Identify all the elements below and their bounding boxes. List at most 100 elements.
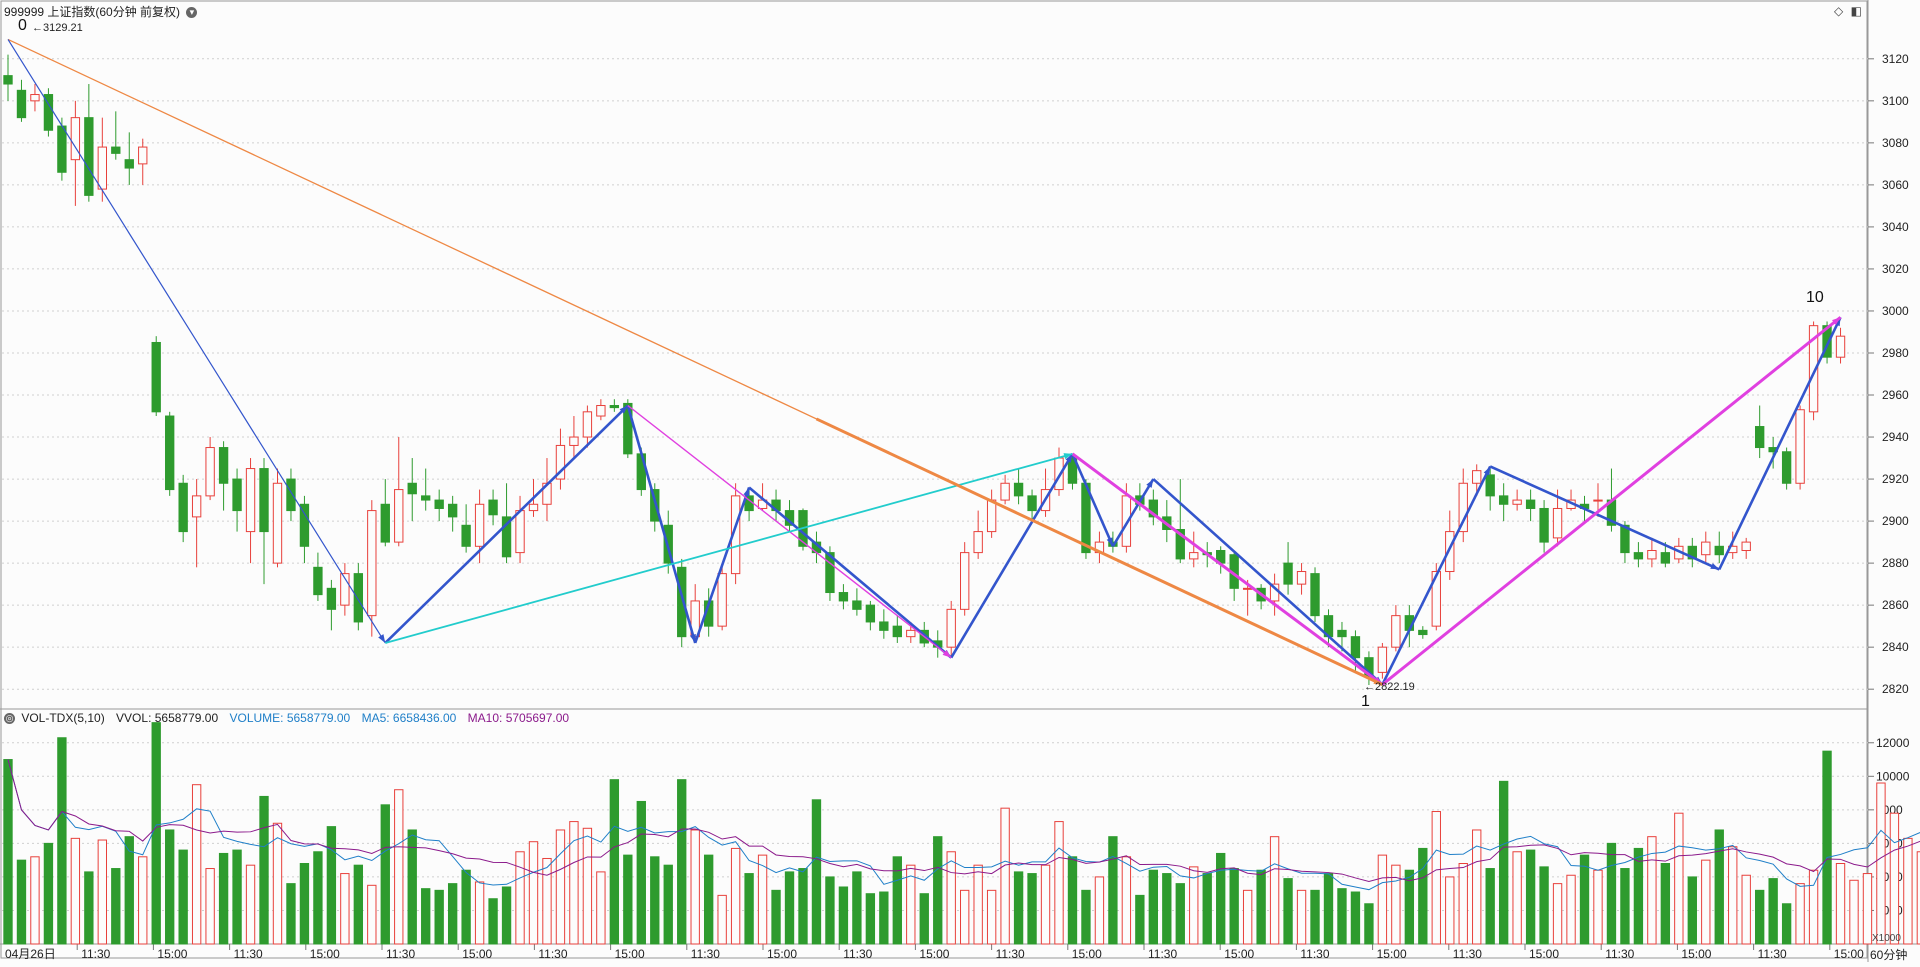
candle-body bbox=[97, 146, 107, 190]
volume-bar bbox=[16, 859, 27, 945]
high-price-label: ←3129.21 bbox=[32, 22, 83, 34]
volume-bar bbox=[744, 873, 754, 945]
candle-body bbox=[1647, 550, 1657, 560]
volume-bar bbox=[461, 869, 471, 945]
volume-bar bbox=[811, 799, 822, 945]
volume-bar bbox=[1539, 866, 1549, 945]
volume-bar bbox=[1040, 864, 1051, 945]
wave-point-1-label: 1 bbox=[1361, 693, 1370, 710]
volume-bar bbox=[165, 829, 175, 945]
volume-bar bbox=[838, 886, 849, 945]
candle-body bbox=[3, 75, 13, 85]
volume-bar bbox=[986, 889, 997, 945]
candle-body bbox=[1337, 629, 1347, 638]
volume-bar bbox=[1418, 847, 1428, 945]
volume-indicator-name[interactable]: VOL-TDX(5,10) bbox=[21, 711, 105, 725]
time-tick-label: 04月26日 bbox=[5, 947, 56, 961]
candle-body bbox=[1755, 426, 1765, 449]
volume-bar bbox=[191, 784, 202, 945]
candle-body bbox=[245, 468, 256, 533]
candle-body bbox=[1822, 325, 1832, 358]
candle-body bbox=[501, 516, 512, 558]
candle-body bbox=[380, 503, 390, 543]
volume-bar bbox=[1364, 903, 1374, 945]
trend-line-blue bbox=[1489, 465, 1720, 571]
volume-bar bbox=[1674, 812, 1684, 945]
panel-toggle-icon[interactable]: ◧ bbox=[1850, 4, 1862, 18]
candle-body bbox=[852, 600, 862, 610]
trend-arrow-head bbox=[1106, 537, 1113, 547]
candle-body bbox=[609, 405, 620, 409]
volume-bar bbox=[1445, 876, 1455, 945]
volume-bar bbox=[380, 804, 390, 945]
time-tick-label: 15:00 bbox=[767, 947, 797, 961]
candle-body bbox=[1431, 571, 1441, 627]
price-tick-label: 2880 bbox=[1882, 556, 1909, 570]
chevron-down-icon[interactable]: ▾ bbox=[186, 7, 198, 19]
trend-arrow-head bbox=[743, 487, 750, 497]
trend-line-blue bbox=[950, 453, 1074, 659]
candle-body bbox=[43, 94, 54, 131]
diamond-icon[interactable]: ◇ bbox=[1834, 4, 1844, 18]
volume-bar bbox=[771, 889, 781, 945]
volume-value: VOLUME: 5658779.00 bbox=[229, 711, 351, 725]
volume-bar bbox=[1728, 846, 1738, 945]
price-tick-label: 3060 bbox=[1882, 178, 1909, 192]
volume-bar bbox=[1323, 873, 1334, 945]
top-right-toolbar: ◇ ◧ bbox=[1834, 4, 1862, 18]
candle-body bbox=[1391, 615, 1401, 648]
candle-body bbox=[1189, 552, 1199, 560]
volume-bar bbox=[447, 883, 458, 945]
volume-bar bbox=[1755, 889, 1765, 945]
volume-bar bbox=[178, 849, 188, 945]
volume-indicator-icon[interactable]: ◎ bbox=[4, 713, 15, 725]
ma10-value: MA10: 5705697.00 bbox=[467, 711, 570, 725]
volume-bar bbox=[1081, 889, 1091, 945]
volume-bar bbox=[582, 827, 593, 945]
trend-arrow-head bbox=[1710, 563, 1720, 570]
volume-bar bbox=[1498, 780, 1509, 945]
candle-body bbox=[1539, 507, 1549, 543]
volume-bar bbox=[232, 849, 242, 945]
candle-body bbox=[218, 447, 229, 484]
candle-body bbox=[259, 468, 269, 533]
candle-body bbox=[70, 117, 81, 161]
volume-bar bbox=[340, 873, 350, 945]
trend-line-blue bbox=[748, 486, 953, 659]
price-tick-label: 2840 bbox=[1882, 640, 1909, 654]
volume-bar bbox=[259, 795, 269, 945]
period-label[interactable]: 60分钟 bbox=[1870, 948, 1908, 962]
volume-bar bbox=[1620, 868, 1630, 945]
candle-body bbox=[1067, 457, 1078, 484]
candle-body bbox=[286, 478, 296, 512]
time-tick-label: 15:00 bbox=[1834, 947, 1864, 961]
volume-bar bbox=[1889, 812, 1900, 945]
time-tick-label: 15:00 bbox=[157, 947, 187, 961]
volume-ma5-line bbox=[7, 759, 1920, 891]
time-tick-label: 11:30 bbox=[386, 947, 415, 961]
volume-bar bbox=[973, 864, 983, 945]
candle-body bbox=[272, 482, 283, 564]
candle-body bbox=[1027, 495, 1037, 512]
candle-body bbox=[124, 159, 134, 169]
volume-bar bbox=[528, 841, 539, 945]
candle-body bbox=[1377, 646, 1388, 673]
volume-bar bbox=[84, 871, 94, 945]
trend-line-blue bbox=[1381, 465, 1492, 686]
volume-bar bbox=[1593, 869, 1603, 945]
candle-body bbox=[1687, 545, 1697, 560]
trend-line-blue bbox=[1071, 453, 1115, 547]
volume-bar bbox=[1606, 842, 1617, 945]
candle-body bbox=[299, 503, 310, 547]
volume-bar bbox=[703, 854, 714, 945]
volume-bar bbox=[1189, 866, 1199, 945]
volume-bar bbox=[1835, 863, 1846, 945]
volume-bar bbox=[1216, 852, 1226, 945]
volume-bar bbox=[663, 864, 673, 945]
time-tick-label: 15:00 bbox=[615, 947, 645, 961]
volume-tick-label: 12000 bbox=[1876, 736, 1910, 750]
volume-bar bbox=[97, 839, 107, 945]
wave-point-10-label: 10 bbox=[1806, 289, 1824, 306]
time-tick-label: 11:30 bbox=[691, 947, 720, 961]
candle-body bbox=[906, 629, 916, 638]
